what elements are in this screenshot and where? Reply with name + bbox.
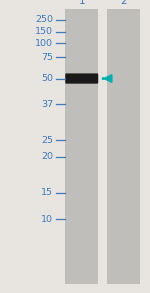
FancyBboxPatch shape [65,73,98,84]
Text: 20: 20 [41,152,53,161]
Bar [65,9,98,284]
Text: 2: 2 [120,0,127,6]
Text: 100: 100 [35,39,53,48]
Text: 50: 50 [41,74,53,83]
Text: 25: 25 [41,136,53,144]
Text: 10: 10 [41,215,53,224]
Bar [107,9,140,284]
Text: 75: 75 [41,53,53,62]
Text: 150: 150 [35,27,53,36]
Text: 1: 1 [78,0,85,6]
Text: 250: 250 [35,16,53,24]
Text: 37: 37 [41,100,53,108]
Text: 15: 15 [41,188,53,197]
